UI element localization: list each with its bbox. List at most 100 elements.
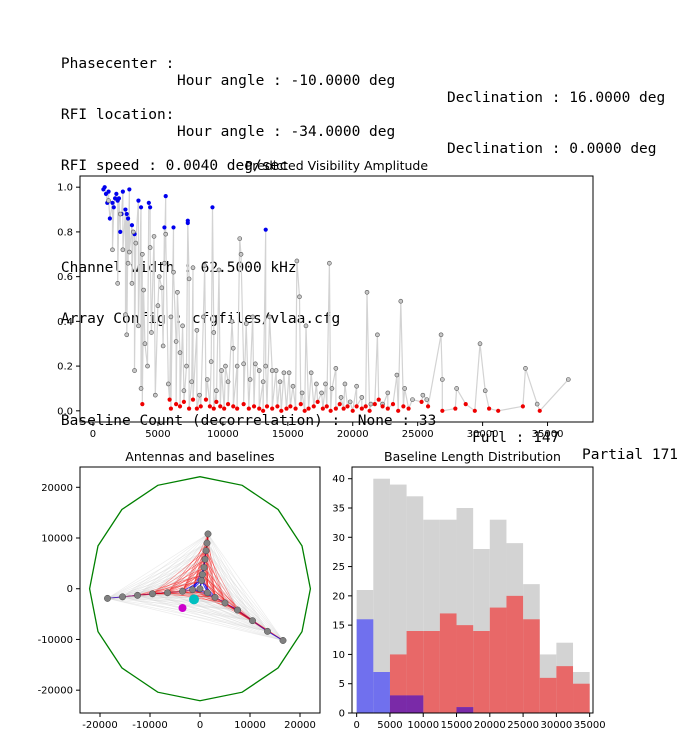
vis-point-partial [110, 247, 115, 253]
ant-baseline-full [167, 542, 208, 594]
baseline-count-row: Baseline Count (decorrelation) : None : … [26, 396, 678, 463]
ant-baseline-partial [203, 567, 284, 641]
vis-xtick-label: 35000 [532, 429, 564, 440]
vis-point-full [440, 408, 445, 413]
vis-point-full [194, 406, 199, 411]
vis-point-partial [190, 265, 196, 270]
vis-point-full [315, 399, 320, 404]
hist-bar-full [506, 595, 524, 713]
vis-point-none [125, 216, 131, 221]
vis-point-full [537, 408, 542, 413]
vis-point-partial [323, 381, 328, 387]
vis-point-full [167, 397, 172, 402]
vis-point-partial [132, 368, 137, 373]
vis-point-partial [173, 339, 179, 344]
vis-point-partial [186, 276, 192, 282]
hist-xtick-label: 35000 [574, 720, 606, 731]
vis-point-full [463, 402, 468, 407]
vis-point-none [138, 205, 144, 210]
hist-bar-full [406, 631, 424, 713]
ant-baseline-partial [107, 542, 208, 599]
vis-point-none [111, 205, 116, 210]
ant-baseline-partial [152, 593, 284, 641]
vis-point-full [337, 402, 342, 407]
vis-point-full [354, 404, 359, 409]
ant-baseline-partial [204, 559, 284, 641]
ant-baseline-full [201, 580, 238, 611]
vis-point-partial [151, 234, 157, 239]
vis-point-none [116, 196, 122, 201]
ant-baseline-partial [122, 550, 207, 598]
ant-baseline-partial [107, 598, 238, 611]
ant-baseline-partial [137, 594, 253, 622]
vis-point-partial [299, 390, 305, 396]
vis-point-partial [424, 397, 430, 402]
ant-baseline-partial [167, 592, 253, 622]
vis-point-partial [477, 341, 483, 347]
vis-point-none [124, 211, 129, 217]
vis-point-partial [290, 383, 296, 389]
vis-point-partial [153, 392, 158, 398]
ant-baseline-partial [207, 533, 238, 611]
ant-baseline-full [204, 559, 238, 611]
vis-xtick-label: 15000 [272, 429, 304, 440]
vis-point-partial [117, 211, 123, 217]
vis-point-full [222, 406, 227, 411]
ant-baseline-full [167, 559, 206, 594]
vis-xtick-label: 5000 [145, 429, 170, 440]
ant-baseline-full [205, 550, 238, 611]
rfi-hour-angle: Hour angle : -34.0000 deg [177, 124, 396, 140]
vis-point-full [341, 406, 346, 411]
vis-point-full [320, 406, 325, 411]
ant-baseline-partial [207, 533, 268, 632]
vis-point-full [218, 404, 223, 409]
vis-point-none [146, 200, 151, 205]
vis-point-full [264, 404, 270, 409]
hist-bar-all [373, 478, 390, 713]
hist-bar-full [456, 625, 474, 713]
vis-point-full [380, 404, 385, 409]
vis-xtick-label: 25000 [402, 429, 434, 440]
ant-xtick-label: -20000 [82, 720, 117, 731]
vis-point-full [520, 404, 525, 409]
ant-baseline-full [182, 574, 203, 592]
vis-point-partial [219, 368, 224, 373]
hist-ytick-label: 35 [332, 504, 345, 515]
hist-ytick-label: 25 [332, 562, 345, 573]
vis-xtick-label: 0 [90, 429, 96, 440]
vis-point-full [181, 399, 186, 404]
hist-xtick-label: 10000 [407, 720, 439, 731]
vis-ytick-label: 0.6 [57, 272, 73, 283]
ant-baseline-none [201, 580, 216, 598]
vis-point-full [345, 404, 350, 409]
ant-baseline-partial [192, 589, 268, 632]
ant-baseline-partial [152, 593, 268, 632]
ant-baseline-partial [203, 567, 253, 621]
vis-point-partial [123, 312, 128, 317]
vis-xtick-label: 20000 [337, 429, 369, 440]
vis-point-partial [329, 386, 335, 391]
vis-point-full [302, 408, 307, 413]
vis-point-full [376, 397, 381, 402]
ant-baseline-full [167, 550, 207, 594]
ant-baseline-full [167, 574, 203, 594]
vis-point-partial [223, 363, 228, 369]
ant-xtick-label: 0 [197, 720, 203, 731]
vis-point-partial [234, 363, 240, 369]
ant-baseline-partial [137, 550, 207, 596]
vis-point-partial [398, 298, 404, 304]
ant-baseline-full [152, 567, 205, 595]
vis-point-partial [163, 231, 169, 237]
rfi-location-label: RFI location: [60, 107, 175, 123]
ant-baseline-full [237, 609, 284, 641]
vis-point-partial [156, 274, 162, 279]
hist-ytick-label: 5 [339, 679, 345, 690]
vis-point-full [241, 402, 246, 407]
ant-antenna [196, 585, 204, 593]
ant-baseline-full [152, 558, 206, 595]
vis-point-partial [327, 260, 332, 266]
ant-baseline-partial [137, 533, 209, 596]
ant-baseline-full [203, 567, 238, 611]
vis-point-none [263, 227, 268, 232]
vis-point-partial [181, 388, 187, 393]
